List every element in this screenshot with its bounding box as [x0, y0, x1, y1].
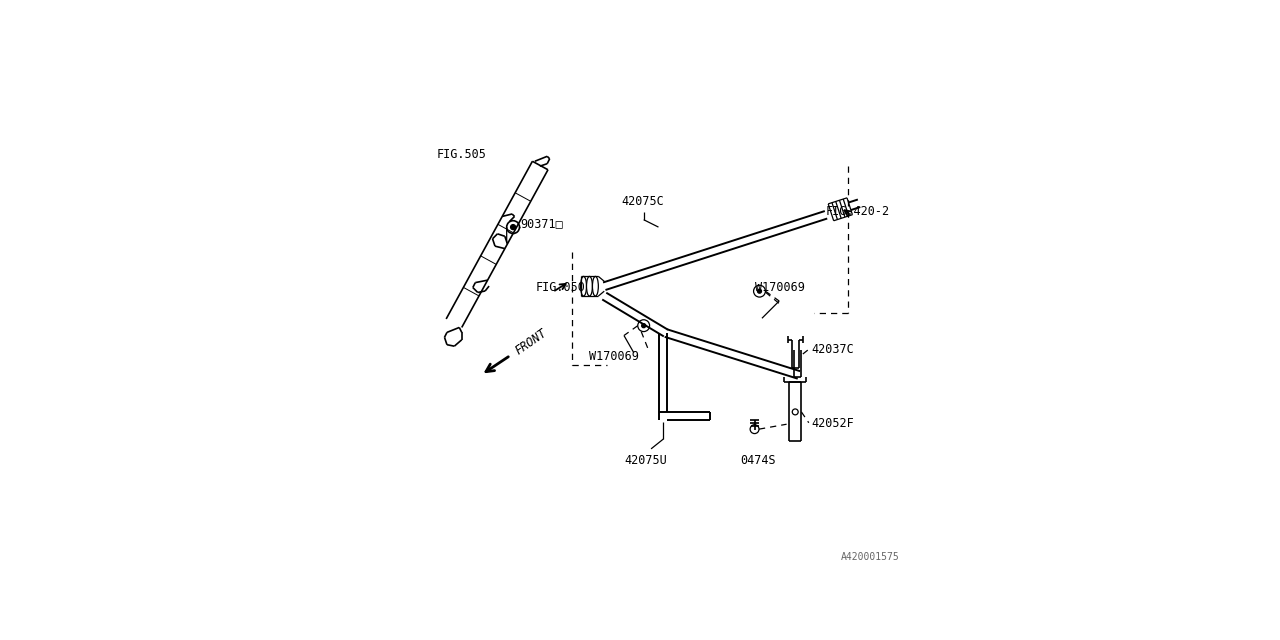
- Text: 42075U: 42075U: [623, 454, 667, 467]
- Ellipse shape: [593, 276, 598, 296]
- Text: W170069: W170069: [755, 281, 804, 294]
- Ellipse shape: [581, 276, 586, 296]
- Text: FRONT: FRONT: [513, 326, 549, 357]
- Text: 42037C: 42037C: [812, 343, 854, 356]
- Text: 90371□: 90371□: [521, 217, 563, 230]
- Text: FIG.505: FIG.505: [436, 148, 486, 161]
- Text: A420001575: A420001575: [841, 552, 900, 562]
- Text: FIG.420-2: FIG.420-2: [826, 205, 890, 218]
- Circle shape: [758, 289, 762, 293]
- Text: W170069: W170069: [590, 350, 639, 363]
- Text: 0474S: 0474S: [740, 454, 776, 467]
- Ellipse shape: [586, 276, 593, 296]
- Circle shape: [511, 225, 516, 230]
- Text: 42052F: 42052F: [812, 417, 854, 429]
- Text: 42075C: 42075C: [622, 195, 664, 208]
- Circle shape: [641, 324, 645, 328]
- Text: FIG.050: FIG.050: [535, 281, 585, 294]
